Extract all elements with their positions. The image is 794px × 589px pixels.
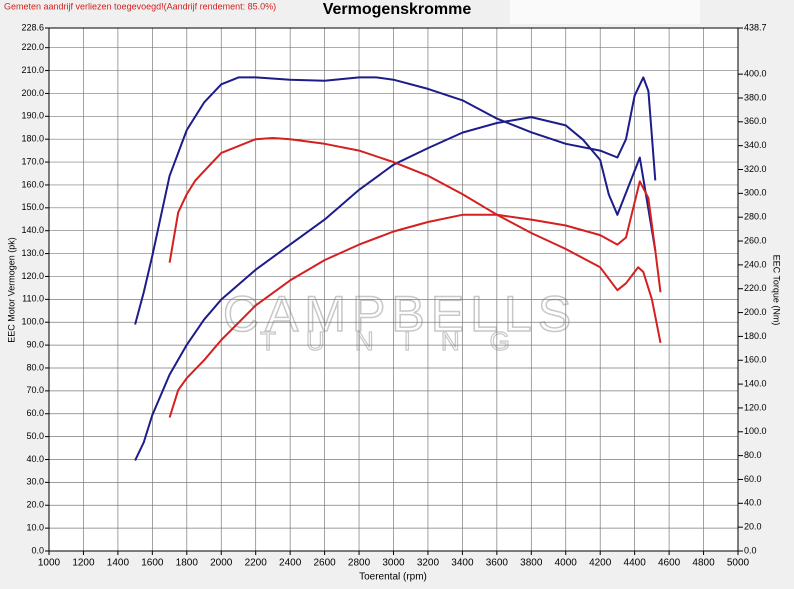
x-axis-label: Toerental (rpm) — [359, 572, 427, 583]
x-tick-label: 1200 — [72, 558, 95, 569]
y-tick-label: 170.0 — [21, 156, 44, 166]
y-tick-label: 200.0 — [21, 88, 44, 98]
y2-tick-label: 380.0 — [744, 92, 767, 102]
y-tick-label: 140.0 — [21, 225, 44, 235]
y-tick-label: 150.0 — [21, 202, 44, 212]
blank-box — [510, 0, 700, 24]
y-tick-label: 120.0 — [21, 271, 44, 281]
x-tick-label: 1000 — [38, 558, 61, 569]
y-tick-label: 20.0 — [26, 500, 44, 510]
line-series — [168, 137, 662, 343]
y-tick-label: 180.0 — [21, 134, 44, 144]
y-tick-label: 10.0 — [26, 522, 44, 532]
y-tick-label: 100.0 — [21, 317, 44, 327]
y-tick-label: 90.0 — [26, 339, 44, 349]
y-tick-label: 190.0 — [21, 111, 44, 121]
y2-tick-label: 20.0 — [744, 522, 762, 532]
y2-tick-label: 240.0 — [744, 259, 767, 269]
y2-tick-label: 0.0 — [744, 545, 757, 555]
y2-tick-label: 280.0 — [744, 212, 767, 222]
x-tick-label: 4800 — [692, 558, 715, 569]
x-tick-label: 1400 — [107, 558, 130, 569]
note: Gemeten aandrijf verliezen toegevoegd!(A… — [4, 1, 276, 11]
x-tick-label: 3400 — [451, 558, 474, 569]
line-series — [134, 116, 657, 461]
y-tick-label: 210.0 — [21, 65, 44, 75]
chart-title: Vermogenskromme — [323, 1, 472, 18]
y2-tick-label: 180.0 — [744, 331, 767, 341]
x-tick-label: 1600 — [141, 558, 164, 569]
x-tick-label: 2200 — [245, 558, 268, 569]
y-tick-label: 30.0 — [26, 477, 44, 487]
y2-axis-label: EEC Torque (Nm) — [772, 255, 782, 326]
y-tick-label: 130.0 — [21, 248, 44, 258]
y2-tick-label: 320.0 — [744, 164, 767, 174]
x-tick-label: 1800 — [176, 558, 199, 569]
y-tick-label: 110.0 — [22, 294, 44, 304]
x-tick-label: 4400 — [624, 558, 647, 569]
line-series — [168, 180, 662, 418]
y2-tick-label: 360.0 — [744, 116, 767, 126]
y2-tick-label: 60.0 — [744, 474, 762, 484]
y-tick-label: 220.0 — [21, 42, 44, 52]
x-tick-label: 2000 — [210, 558, 233, 569]
x-tick-label: 3600 — [486, 558, 509, 569]
line-series — [134, 76, 657, 325]
y2-tick-label: 300.0 — [744, 188, 767, 198]
watermark-text: TUNING — [260, 326, 540, 356]
y2-tick-label: 80.0 — [744, 450, 762, 460]
y2-tick-label: 400.0 — [744, 69, 767, 79]
y2-tick-label: 200.0 — [744, 307, 767, 317]
watermark: CAMPBELLS TUNING — [222, 285, 577, 356]
y2-tick-label: 438.7 — [744, 22, 767, 32]
y-tick-label: 40.0 — [26, 454, 44, 464]
y2-tick-label: 340.0 — [744, 140, 767, 150]
y2-tick-label: 120.0 — [744, 402, 767, 412]
x-tick-label: 4200 — [589, 558, 612, 569]
x-tick-label: 5000 — [727, 558, 750, 569]
x-tick-label: 3000 — [382, 558, 405, 569]
y-tick-label: 228.6 — [21, 22, 44, 32]
y2-tick-label: 260.0 — [744, 235, 767, 245]
y2-tick-label: 220.0 — [744, 283, 767, 293]
x-tick-label: 2400 — [279, 558, 302, 569]
y-tick-label: 50.0 — [26, 431, 44, 441]
x-tick-label: 3200 — [417, 558, 440, 569]
x-tick-label: 4000 — [555, 558, 578, 569]
x-tick-label: 2800 — [348, 558, 371, 569]
x-tick-label: 3800 — [520, 558, 543, 569]
y-tick-label: 80.0 — [26, 362, 44, 372]
y-tick-label: 60.0 — [26, 408, 44, 418]
watermark-text: CAMPBELLS — [223, 286, 577, 342]
x-tick-label: 2600 — [313, 558, 336, 569]
y-tick-label: 70.0 — [26, 385, 44, 395]
y-axis-label: EEC Motor Vermogen (pk) — [6, 237, 16, 343]
y-tick-label: 160.0 — [21, 179, 44, 189]
y2-tick-label: 100.0 — [744, 426, 767, 436]
plot-border — [48, 27, 739, 552]
y-tick-label: 0.0 — [31, 545, 44, 555]
y2-tick-label: 140.0 — [744, 378, 767, 388]
y2-tick-label: 160.0 — [744, 355, 767, 365]
x-tick-label: 4600 — [658, 558, 681, 569]
y2-tick-label: 40.0 — [744, 498, 762, 508]
